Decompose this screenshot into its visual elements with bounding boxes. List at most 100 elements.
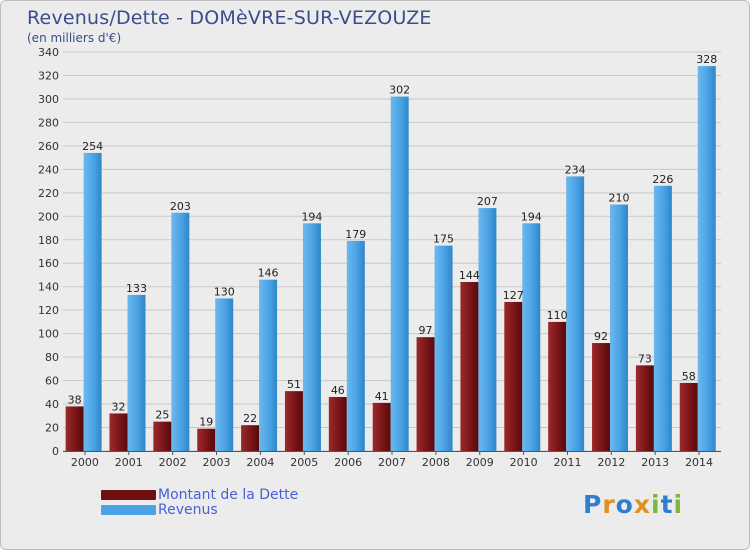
x-tick-label: 2003 bbox=[203, 456, 231, 469]
y-tick-label: 80 bbox=[45, 351, 59, 364]
data-label: 302 bbox=[389, 84, 410, 97]
data-label: 51 bbox=[287, 378, 301, 391]
data-label: 194 bbox=[521, 210, 542, 223]
x-tick-label: 2005 bbox=[290, 456, 318, 469]
y-axis-ticks: 0 20 40 60 80 100 120 140 160 180 200 220 240 260 280 3… bbox=[38, 46, 59, 458]
bar-dette bbox=[372, 402, 391, 451]
data-label: 226 bbox=[652, 173, 673, 186]
bar-revenus bbox=[259, 279, 278, 451]
bar-dette bbox=[460, 282, 479, 451]
data-label: 175 bbox=[433, 233, 454, 246]
data-label: 127 bbox=[503, 289, 524, 302]
y-tick-label: 60 bbox=[45, 375, 59, 388]
bar-dette bbox=[241, 425, 260, 451]
data-label: 207 bbox=[477, 195, 498, 208]
y-tick-label: 20 bbox=[45, 422, 59, 435]
bar-dette bbox=[548, 321, 567, 451]
bar-revenus bbox=[127, 294, 146, 451]
y-tick-label: 320 bbox=[38, 69, 59, 82]
legend: Montant de la Dette Revenus bbox=[101, 486, 299, 518]
data-label: 194 bbox=[301, 210, 322, 223]
bar-revenus bbox=[215, 298, 234, 451]
legend-item-debt: Montant de la Dette bbox=[101, 486, 299, 503]
chart-title: Revenus/Dette - DOMèVRE-SUR-VEZOUZE bbox=[27, 7, 432, 29]
logo-letter: x bbox=[633, 490, 651, 519]
x-tick-label: 2010 bbox=[510, 456, 538, 469]
x-tick-label: 2002 bbox=[159, 456, 187, 469]
data-label: 254 bbox=[82, 140, 103, 153]
bar-dette bbox=[635, 365, 654, 451]
y-tick-label: 300 bbox=[38, 93, 59, 106]
logo-letter: P bbox=[583, 490, 603, 519]
legend-swatch-debt bbox=[101, 489, 156, 500]
x-tick-label: 2012 bbox=[597, 456, 625, 469]
y-tick-label: 340 bbox=[38, 46, 59, 59]
x-tick-label: 2014 bbox=[685, 456, 713, 469]
bar-revenus bbox=[610, 204, 629, 451]
bar-dette bbox=[328, 397, 347, 451]
data-label: 38 bbox=[68, 393, 82, 406]
data-label: 328 bbox=[696, 53, 717, 66]
bar-revenus bbox=[171, 212, 190, 451]
data-label: 41 bbox=[375, 390, 389, 403]
bar-revenus bbox=[390, 96, 409, 451]
proxiti-logo: Proxiti bbox=[583, 490, 683, 519]
x-tick-label: 2013 bbox=[641, 456, 669, 469]
bar-revenus bbox=[478, 208, 497, 451]
data-label: 46 bbox=[331, 384, 345, 397]
data-label: 179 bbox=[345, 228, 366, 241]
bar-dette bbox=[284, 391, 303, 451]
bar-revenus bbox=[566, 176, 585, 452]
y-tick-label: 260 bbox=[38, 140, 59, 153]
legend-item-revenus: Revenus bbox=[101, 501, 298, 518]
y-tick-label: 100 bbox=[38, 328, 59, 341]
data-label: 58 bbox=[682, 370, 696, 383]
chart-subtitle: (en milliers d'€) bbox=[27, 31, 122, 45]
legend-label-revenus: Revenus bbox=[158, 501, 218, 518]
data-label: 146 bbox=[258, 267, 279, 280]
x-tick-label: 2006 bbox=[334, 456, 362, 469]
y-tick-label: 140 bbox=[38, 281, 59, 294]
data-labels: 38 254 32 133 25 203 19 130 22 146 51 194 46 179 41 302… bbox=[68, 53, 718, 429]
y-tick-label: 180 bbox=[38, 234, 59, 247]
x-tick-label: 2008 bbox=[422, 456, 450, 469]
data-label: 130 bbox=[214, 285, 235, 298]
bar-dette bbox=[197, 428, 216, 451]
bar-dette bbox=[504, 301, 523, 451]
x-tick-label: 2011 bbox=[553, 456, 581, 469]
bar-revenus bbox=[83, 152, 102, 451]
bar-revenus bbox=[434, 245, 453, 451]
bar-revenus bbox=[653, 185, 672, 451]
data-label: 144 bbox=[459, 269, 480, 282]
x-tick-label: 2009 bbox=[466, 456, 494, 469]
legend-label-debt: Montant de la Dette bbox=[158, 486, 299, 503]
bar-dette bbox=[416, 337, 435, 451]
data-label: 133 bbox=[126, 282, 147, 295]
x-tick-label: 2000 bbox=[71, 456, 99, 469]
data-label: 110 bbox=[547, 309, 568, 322]
logo-letter: i bbox=[673, 490, 684, 519]
data-label: 25 bbox=[155, 409, 169, 422]
data-label: 22 bbox=[243, 412, 257, 425]
data-label: 73 bbox=[638, 352, 652, 365]
bar-revenus bbox=[697, 66, 716, 452]
logo-letter: i bbox=[651, 490, 661, 519]
legend-swatch-revenus bbox=[101, 504, 156, 515]
y-tick-label: 0 bbox=[52, 445, 59, 458]
bar-revenus bbox=[302, 223, 321, 451]
logo-letter: t bbox=[660, 490, 674, 519]
x-tick-label: 2004 bbox=[246, 456, 274, 469]
y-tick-label: 40 bbox=[45, 398, 59, 411]
data-label: 97 bbox=[419, 324, 433, 337]
y-tick-label: 220 bbox=[38, 187, 59, 200]
bar-revenus bbox=[346, 240, 365, 451]
bar-dette bbox=[65, 406, 84, 451]
x-axis-ticks: 2000 2001 2002 2003 2004 2005 2006 2007 2008 2009… bbox=[71, 451, 713, 469]
data-label: 92 bbox=[594, 330, 608, 343]
bar-revenus bbox=[522, 223, 541, 451]
bar-dette bbox=[109, 413, 128, 451]
data-label: 210 bbox=[609, 192, 630, 205]
bar-dette bbox=[153, 421, 172, 451]
